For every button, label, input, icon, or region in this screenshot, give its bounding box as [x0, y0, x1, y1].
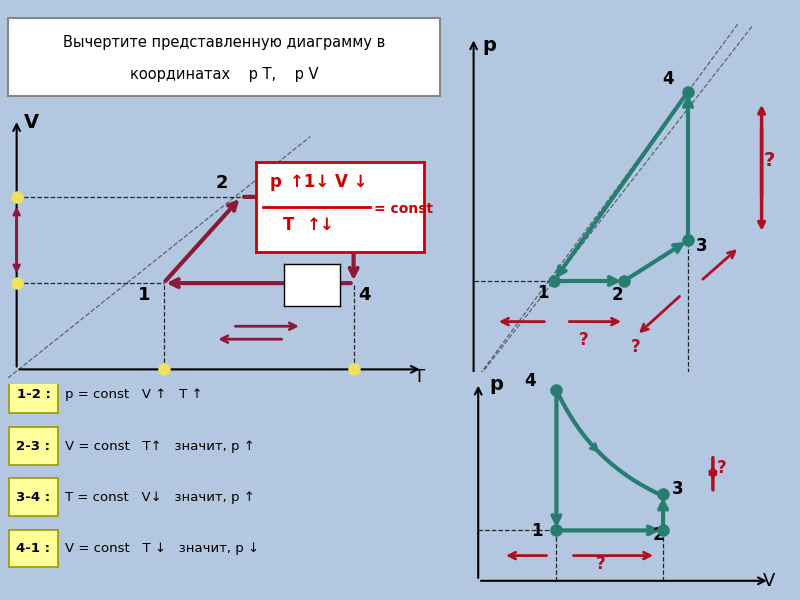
- Text: ?: ?: [763, 151, 775, 170]
- Text: ↑↓: ↑↓: [306, 215, 334, 233]
- FancyBboxPatch shape: [9, 427, 58, 465]
- Text: T: T: [766, 382, 778, 400]
- Text: V: V: [762, 572, 775, 590]
- Text: ?: ?: [630, 338, 640, 356]
- Text: V: V: [23, 113, 38, 132]
- Text: p: p: [270, 173, 282, 191]
- Text: 3: 3: [672, 481, 683, 499]
- Text: T = const   V↓   значит, p ↑: T = const V↓ значит, p ↑: [66, 491, 255, 504]
- Text: Вычертите представленную диаграмму в: Вычертите представленную диаграмму в: [63, 35, 385, 50]
- FancyBboxPatch shape: [9, 376, 58, 413]
- Text: 2: 2: [611, 286, 623, 304]
- Text: координатах    р Т,    р V: координатах р Т, р V: [130, 67, 318, 82]
- Text: = const: = const: [374, 202, 433, 216]
- Text: V = const   T ↓   значит, p ↓: V = const T ↓ значит, p ↓: [66, 542, 259, 555]
- FancyBboxPatch shape: [9, 530, 58, 568]
- Text: 1: 1: [538, 284, 549, 302]
- Text: 1-2 :: 1-2 :: [17, 388, 50, 401]
- Text: T: T: [414, 368, 426, 386]
- Text: 1: 1: [531, 522, 543, 540]
- Text: 4-1 :: 4-1 :: [17, 542, 50, 555]
- Text: T: T: [283, 215, 294, 233]
- Text: ?: ?: [717, 459, 726, 477]
- FancyBboxPatch shape: [9, 478, 58, 516]
- Text: p: p: [489, 375, 502, 394]
- Text: 4: 4: [358, 286, 370, 304]
- Text: p: p: [482, 36, 496, 55]
- Text: p = const   V ↑   T ↑: p = const V ↑ T ↑: [66, 388, 203, 401]
- Text: ?: ?: [595, 555, 606, 573]
- Text: ↑1↓ V ↓: ↑1↓ V ↓: [290, 173, 367, 191]
- Text: 2: 2: [653, 526, 664, 544]
- Text: 4: 4: [662, 70, 674, 88]
- Text: 1: 1: [138, 286, 150, 304]
- Text: V = const   T↑   значит, p ↑: V = const T↑ значит, p ↑: [66, 440, 255, 452]
- Text: 2-3 :: 2-3 :: [17, 440, 50, 452]
- Text: 3-4 :: 3-4 :: [16, 491, 50, 504]
- Text: 4: 4: [525, 373, 536, 391]
- Text: 3: 3: [358, 174, 370, 192]
- Text: 3: 3: [696, 236, 707, 254]
- Text: ?: ?: [579, 331, 589, 349]
- Text: 2: 2: [215, 174, 228, 192]
